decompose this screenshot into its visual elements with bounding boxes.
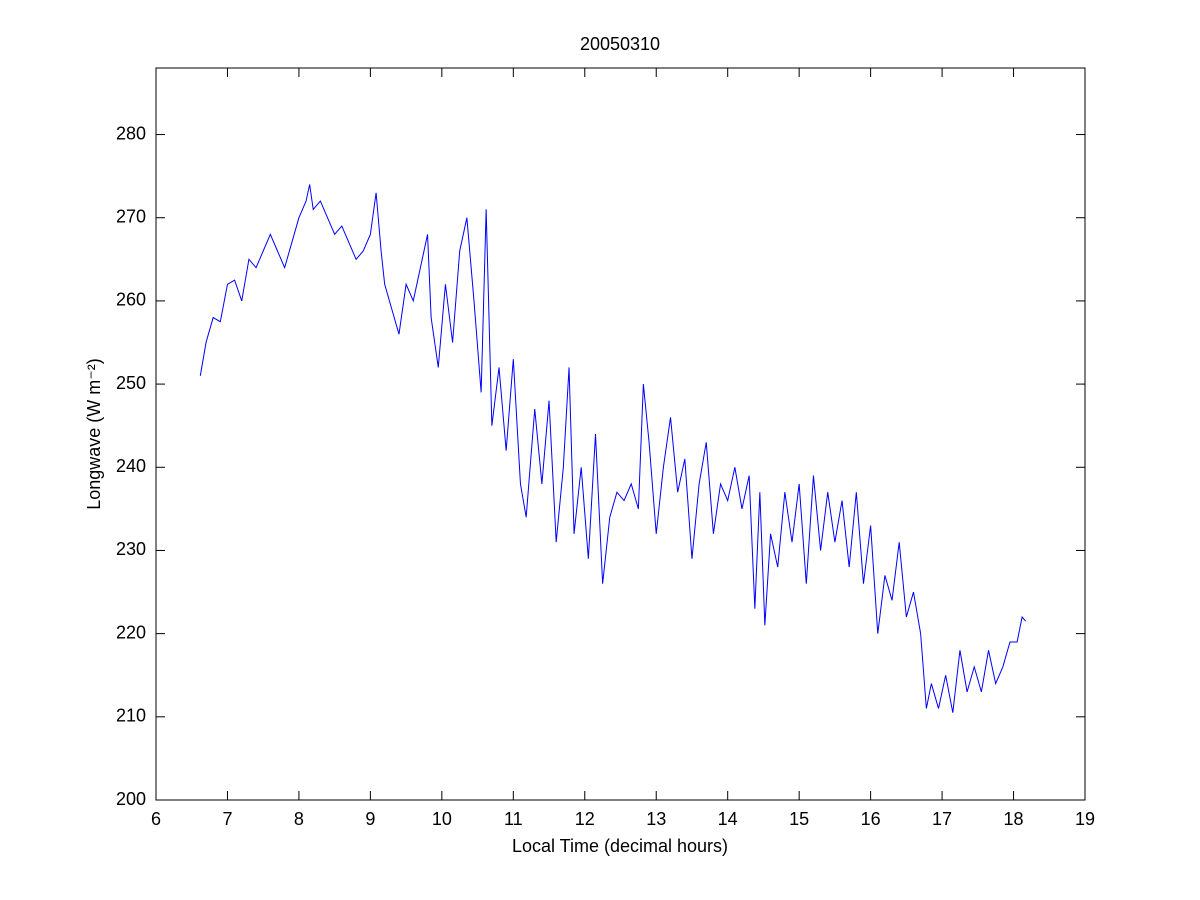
x-tick-label: 6 [151, 809, 161, 829]
y-tick-label: 260 [116, 290, 146, 310]
x-tick-label: 15 [789, 809, 809, 829]
x-tick-label: 9 [365, 809, 375, 829]
y-tick-label: 240 [116, 456, 146, 476]
data-line [199, 184, 1027, 713]
y-tick-label: 230 [116, 539, 146, 559]
x-tick-label: 8 [294, 809, 304, 829]
x-axis-label: Local Time (decimal hours) [512, 836, 728, 856]
x-tick-label: 7 [222, 809, 232, 829]
x-tick-label: 12 [575, 809, 595, 829]
x-tick-label: 10 [432, 809, 452, 829]
y-tick-label: 210 [116, 706, 146, 726]
y-tick-label: 270 [116, 206, 146, 226]
x-tick-label: 18 [1004, 809, 1024, 829]
y-tick-label: 280 [116, 123, 146, 143]
y-axis-label: Longwave (W m⁻²) [84, 358, 104, 510]
x-tick-label: 17 [932, 809, 952, 829]
plot-frame [155, 67, 1086, 801]
x-tick-label: 19 [1075, 809, 1095, 829]
y-tick-label: 250 [116, 373, 146, 393]
y-tick-label: 200 [116, 789, 146, 809]
x-tick-label: 11 [504, 809, 523, 829]
chart-title: 20050310 [580, 34, 660, 54]
x-tick-label: 14 [718, 809, 738, 829]
x-tick-label: 16 [861, 809, 881, 829]
x-tick-label: 13 [646, 809, 666, 829]
y-tick-label: 220 [116, 622, 146, 642]
